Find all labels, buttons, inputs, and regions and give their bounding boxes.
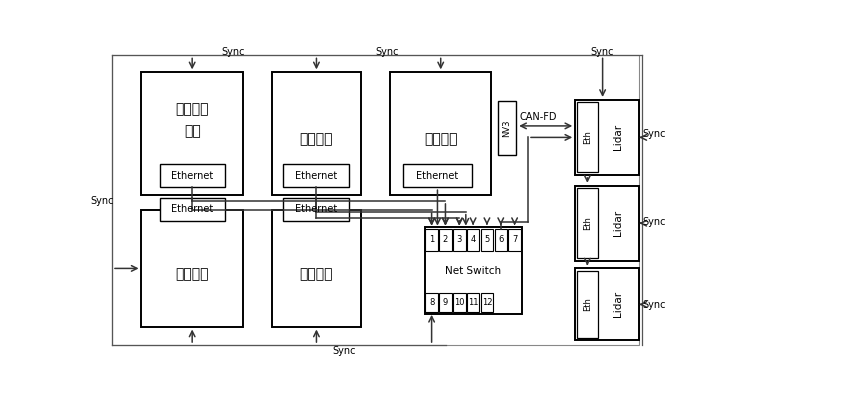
Bar — [467, 293, 479, 312]
Text: Sync: Sync — [333, 345, 356, 355]
Bar — [439, 228, 452, 251]
Bar — [453, 293, 466, 312]
Bar — [467, 228, 479, 251]
Text: Sync: Sync — [375, 47, 398, 57]
Bar — [425, 227, 522, 314]
Bar — [284, 164, 349, 187]
Text: 运动控制: 运动控制 — [424, 133, 457, 147]
Text: Ethernet: Ethernet — [171, 171, 214, 181]
Text: Eth: Eth — [583, 297, 592, 311]
Bar — [403, 164, 472, 187]
Text: 数据采集: 数据采集 — [300, 133, 333, 147]
Text: Ethernet: Ethernet — [295, 205, 338, 215]
Text: Lidar: Lidar — [614, 210, 624, 236]
Text: Sync: Sync — [642, 217, 665, 227]
Bar — [453, 228, 466, 251]
Bar — [495, 228, 507, 251]
Bar — [142, 72, 243, 195]
Text: Ethernet: Ethernet — [416, 171, 458, 181]
Text: 视频采集: 视频采集 — [176, 102, 209, 116]
Text: 3: 3 — [457, 236, 462, 244]
Bar — [160, 164, 225, 187]
Bar — [439, 293, 452, 312]
Text: 4: 4 — [470, 236, 476, 244]
Text: Ethernet: Ethernet — [171, 205, 214, 215]
Text: Lidar: Lidar — [614, 291, 624, 318]
Text: Sync: Sync — [221, 47, 245, 57]
Text: 7: 7 — [512, 236, 517, 244]
Bar — [575, 268, 639, 340]
Text: 2: 2 — [443, 236, 448, 244]
Bar — [508, 228, 521, 251]
Text: Net Switch: Net Switch — [445, 266, 501, 276]
Text: Sync: Sync — [642, 300, 665, 310]
Bar — [577, 188, 598, 258]
Text: Sync: Sync — [90, 196, 114, 206]
Text: 12: 12 — [482, 298, 492, 307]
Text: Sync: Sync — [591, 47, 614, 57]
Text: Lidar: Lidar — [614, 124, 624, 150]
Text: 6: 6 — [498, 236, 504, 244]
Text: 11: 11 — [468, 298, 479, 307]
Text: Sync: Sync — [642, 129, 665, 139]
Bar — [575, 185, 639, 261]
Text: Ethernet: Ethernet — [295, 171, 338, 181]
Text: Eth: Eth — [583, 216, 592, 230]
Text: 8: 8 — [429, 298, 435, 307]
Bar — [160, 198, 225, 221]
Bar — [425, 228, 438, 251]
Bar — [112, 55, 639, 345]
Bar — [425, 293, 438, 312]
Text: 规划决策: 规划决策 — [300, 267, 333, 281]
Bar — [142, 210, 243, 327]
Bar — [575, 100, 639, 175]
Text: 10: 10 — [454, 298, 464, 307]
Text: 1: 1 — [429, 236, 435, 244]
Bar — [481, 293, 493, 312]
Text: Eth: Eth — [583, 131, 592, 144]
Bar — [273, 210, 360, 327]
Bar — [577, 102, 598, 172]
Text: 处理: 处理 — [184, 124, 201, 138]
Text: 9: 9 — [443, 298, 448, 307]
Bar — [481, 228, 493, 251]
Bar — [273, 72, 360, 195]
Text: NV3: NV3 — [503, 119, 511, 137]
Bar — [577, 271, 598, 338]
Text: 数据融合: 数据融合 — [176, 267, 209, 281]
Bar — [498, 101, 517, 155]
Text: 5: 5 — [484, 236, 490, 244]
Bar — [284, 198, 349, 221]
Bar — [390, 72, 491, 195]
Text: CAN-FD: CAN-FD — [520, 112, 557, 122]
